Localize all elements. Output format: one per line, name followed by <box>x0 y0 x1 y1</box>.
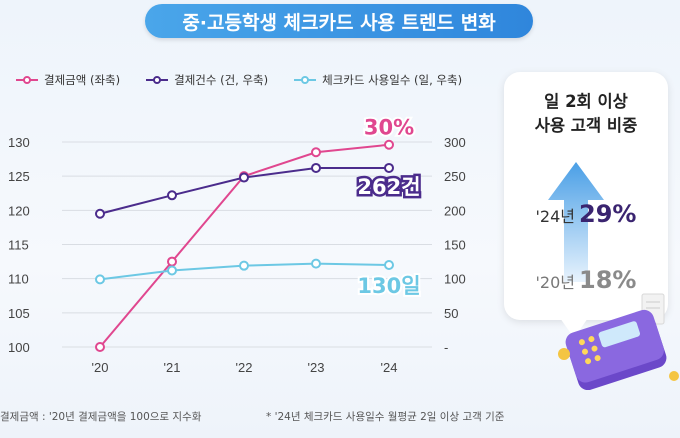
legend-marker-icon <box>294 75 317 85</box>
data-point-payment_count <box>239 172 249 183</box>
callout-2020-value: 18% <box>579 266 637 294</box>
left-axis-tick-label: 115 <box>8 238 29 253</box>
x-axis-ticks: '20 '21 '22 '23 '24 <box>92 360 398 375</box>
data-point-usage_days <box>384 260 394 270</box>
legend-item-payment-count: 결제건수 (건, 우축) <box>146 72 268 88</box>
callout-2024-value: 29% <box>579 200 637 228</box>
legend-marker-icon <box>146 75 169 85</box>
callout-2020-row: '20년 18% <box>504 266 668 294</box>
callout-2024-row: '24년 29% <box>504 200 668 228</box>
data-point-usage_days <box>167 265 177 276</box>
right-axis-tick-label: - <box>444 340 448 355</box>
x-axis-tick-label: '24 <box>381 360 398 375</box>
callout-title-line2: 사용 고객 비중 <box>534 116 638 135</box>
right-axis-ticks: - 50 100 150 200 250 300 <box>444 135 466 355</box>
legend-label: 결제금액 (좌축) <box>44 73 121 87</box>
data-point-payment_count <box>95 208 105 219</box>
growth-arrow-icon <box>548 162 604 282</box>
legend-marker-icon <box>16 75 38 85</box>
x-axis-tick-label: '20 <box>92 360 109 375</box>
right-axis-tick-label: 50 <box>444 306 458 321</box>
x-axis-tick-label: '21 <box>164 360 181 375</box>
right-axis-tick-label: 200 <box>444 203 466 218</box>
callout-title-line1: 일 2회 이상 <box>544 92 628 111</box>
left-axis-tick-label: 120 <box>8 203 30 218</box>
data-point-payment_count <box>167 190 177 201</box>
data-point-usage_days <box>239 260 249 271</box>
data-point-usage_days <box>311 258 321 269</box>
data-point-payment_count <box>384 162 394 173</box>
chart-title: 중·고등학생 체크카드 사용 트렌드 변화 <box>182 11 496 34</box>
annotation-label: 130일 <box>357 274 420 298</box>
callout-2024-label: '24년 <box>535 207 576 226</box>
callout-2020-label: '20년 <box>535 273 576 292</box>
x-axis-tick-label: '23 <box>308 360 325 375</box>
data-point-payment_amount <box>311 147 321 158</box>
right-axis-tick-label: 300 <box>444 135 466 150</box>
annotation-label: 262건 <box>357 175 420 199</box>
footnote-left: 결제금액 : '20년 결제금액을 100으로 지수화 <box>0 411 202 423</box>
left-axis-tick-label: 110 <box>8 272 29 287</box>
annotation-label: 30% <box>364 116 414 140</box>
legend-item-usage-days: 체크카드 사용일수 (일, 우축) <box>294 72 462 88</box>
left-axis-tick-label: 125 <box>8 169 30 184</box>
callout-card: 일 2회 이상 사용 고객 비중 <box>504 72 668 320</box>
left-axis-tick-label: 100 <box>8 340 30 355</box>
left-axis-tick-label: 105 <box>8 306 30 321</box>
chart-title-banner: 중·고등학생 체크카드 사용 트렌드 변화 <box>145 4 533 38</box>
card-terminal-icon <box>558 293 679 390</box>
legend: 결제금액 (좌축) 결제건수 (건, 우축) 체크카드 사용일수 (일, 우축) <box>16 72 462 88</box>
annotations: 30% 262건 130일 <box>355 114 423 300</box>
right-axis-tick-label: 100 <box>444 272 466 287</box>
data-point-payment_amount <box>95 342 105 352</box>
legend-label: 결제건수 (건, 우축) <box>174 73 269 87</box>
data-point-payment_count <box>311 162 321 173</box>
data-point-payment_amount <box>384 139 394 150</box>
left-axis-ticks: 100 105 110 115 120 125 130 <box>8 135 30 355</box>
right-axis-tick-label: 250 <box>444 169 466 184</box>
data-point-payment_amount <box>167 256 177 267</box>
x-axis-tick-label: '22 <box>236 360 253 375</box>
series-group <box>95 139 394 352</box>
footnote-right: * '24년 체크카드 사용일수 월평균 2일 이상 고객 기준 <box>266 411 505 423</box>
legend-label: 체크카드 사용일수 (일, 우축) <box>322 73 463 87</box>
left-axis-tick-label: 130 <box>8 135 30 150</box>
right-axis-tick-label: 150 <box>444 238 466 253</box>
data-point-usage_days <box>95 274 105 285</box>
legend-item-payment-amount: 결제금액 (좌축) <box>16 72 120 88</box>
callout-title: 일 2회 이상 사용 고객 비중 <box>504 90 668 138</box>
